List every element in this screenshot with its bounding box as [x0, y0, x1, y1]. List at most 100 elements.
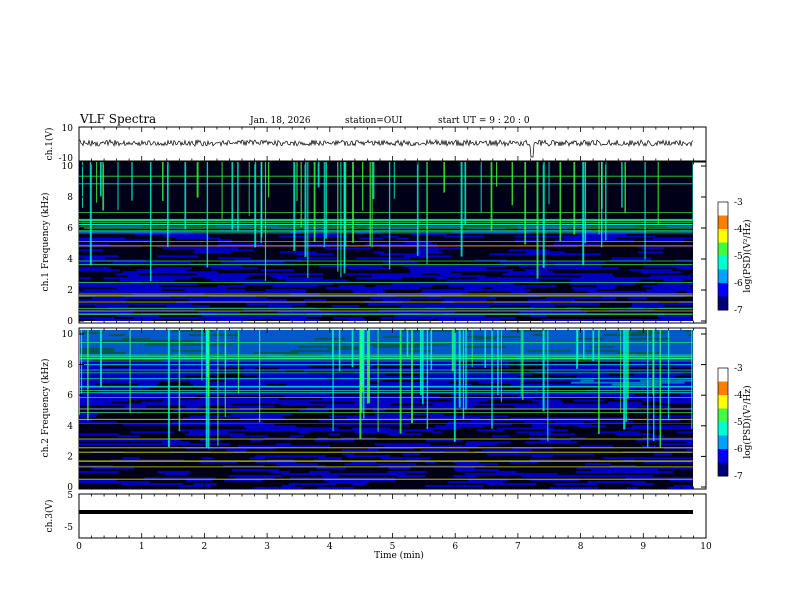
- spectrogram-cell: [591, 407, 637, 410]
- ch1-spectrogram-image: [79, 162, 693, 321]
- spectrogram-cell: [128, 345, 178, 348]
- spectrogram-cell: [226, 449, 248, 452]
- spectrogram-cell: [132, 395, 171, 398]
- spectrogram-cell: [496, 337, 538, 340]
- spectrogram-cell: [178, 485, 210, 487]
- spectrogram-cell: [202, 351, 221, 354]
- spectrogram-cell: [283, 259, 303, 262]
- spectrogram-cell: [79, 401, 112, 404]
- spectrogram-cell: [131, 289, 150, 292]
- spectrogram-cell: [535, 419, 562, 422]
- spectrogram-cell: [317, 257, 338, 260]
- spectrogram-cell: [609, 309, 624, 312]
- spectrogram-cell: [213, 345, 240, 348]
- spectrogram-cell: [199, 439, 222, 442]
- spectrogram-cell: [553, 243, 601, 246]
- spectrogram-cell: [359, 237, 384, 240]
- spectrogram-cell: [675, 259, 691, 262]
- ch3-waveform-ylabel: ch.3(V): [44, 500, 55, 533]
- spectrogram-cell: [338, 285, 366, 288]
- spectrogram-cell: [331, 305, 347, 308]
- spectrogram-cell: [148, 431, 174, 434]
- spectrogram-cell: [118, 291, 164, 294]
- spectrogram-cell: [333, 349, 375, 352]
- spectrogram-cell: [79, 267, 111, 270]
- spectrogram-cell: [496, 381, 522, 384]
- spectrogram-cell: [456, 397, 479, 400]
- spectrogram-cell: [506, 393, 530, 396]
- spectrogram-cell: [394, 275, 414, 278]
- time-tick-label: 6: [452, 542, 458, 552]
- spectrogram-cell: [290, 315, 322, 317]
- spectrogram-cell: [199, 369, 224, 372]
- spectrogram-cell: [144, 407, 167, 410]
- spectrogram-cell: [169, 227, 184, 230]
- spectrogram-cell: [338, 330, 360, 332]
- spectrogram-cell: [141, 439, 181, 442]
- spectrogram-cell: [486, 453, 503, 456]
- spectrogram-cell: [210, 365, 243, 368]
- ch1-channel-label: ch.1 Frequency (kHz): [40, 193, 51, 292]
- spectrogram-cell: [433, 347, 453, 350]
- spectrogram-cell: [178, 471, 191, 474]
- spectrogram-cell: [598, 239, 634, 242]
- spectrogram-cell: [414, 443, 431, 446]
- high-band-wash: [79, 330, 693, 360]
- spectrogram-cell: [684, 381, 693, 384]
- spectrogram-cell: [561, 419, 584, 422]
- spectrogram-cell: [658, 317, 692, 319]
- spectrogram-cell: [464, 297, 497, 300]
- ch3-waveform-trace: [79, 510, 693, 514]
- spectrogram-cell: [583, 373, 610, 376]
- spectrogram-cell: [440, 291, 469, 294]
- spectrogram-cell: [279, 465, 326, 468]
- spectrogram-cell: [381, 361, 410, 364]
- spectrogram-cell: [593, 235, 643, 238]
- spectrogram-cell: [425, 439, 463, 442]
- spectrogram-cell: [208, 393, 245, 396]
- spectrogram-cell: [185, 405, 203, 408]
- spectrogram-cell: [556, 379, 581, 382]
- spectrogram-cell: [384, 383, 428, 386]
- spectrogram-cell: [625, 477, 669, 480]
- spectrogram-cell: [79, 393, 108, 396]
- spectrogram-cell: [415, 251, 444, 254]
- spectrogram-cell: [117, 435, 140, 438]
- spectrogram-cell: [79, 379, 118, 382]
- spectrogram-cell: [266, 381, 311, 384]
- spectrogram-cell: [314, 439, 354, 442]
- spectrogram-cell: [282, 339, 322, 342]
- spectrogram-cell: [467, 403, 483, 406]
- time-tick-label: 3: [264, 542, 270, 552]
- spectrogram-cell: [416, 351, 457, 354]
- spectrogram-cell: [381, 417, 410, 420]
- spectrogram-cell: [636, 457, 686, 460]
- spectrogram-cell: [315, 467, 346, 470]
- spectrogram-cell: [604, 481, 636, 484]
- spectrogram-cell: [530, 459, 558, 462]
- freq-tick-label: 0: [67, 317, 73, 327]
- spectrogram-cell: [258, 349, 290, 352]
- spectrogram-cell: [502, 453, 549, 456]
- spectrogram-cell: [111, 459, 148, 462]
- spectrogram-cell: [382, 261, 404, 264]
- spectrogram-cell: [476, 269, 513, 272]
- spectrogram-cell: [596, 365, 625, 368]
- time-tick-label: 2: [202, 542, 208, 552]
- spectrogram-cell: [193, 341, 217, 344]
- spectrogram-cell: [89, 369, 118, 372]
- spectrogram-cell: [420, 365, 454, 368]
- spectrogram-cell: [79, 399, 129, 402]
- spectrogram-cell: [597, 431, 641, 434]
- spectrogram-cell: [326, 373, 367, 376]
- spectrogram-cell: [354, 431, 405, 434]
- spectrogram-cell: [107, 337, 122, 340]
- spectrogram-cell: [657, 283, 693, 286]
- spectrogram-cell: [117, 379, 140, 382]
- spectrogram-cell: [289, 435, 304, 438]
- spectrogram-cell: [443, 299, 487, 302]
- spectrogram-cell: [107, 343, 145, 346]
- spectrogram-cell: [79, 257, 106, 260]
- spectrogram-cell: [450, 267, 487, 270]
- spectrogram-cell: [492, 435, 510, 438]
